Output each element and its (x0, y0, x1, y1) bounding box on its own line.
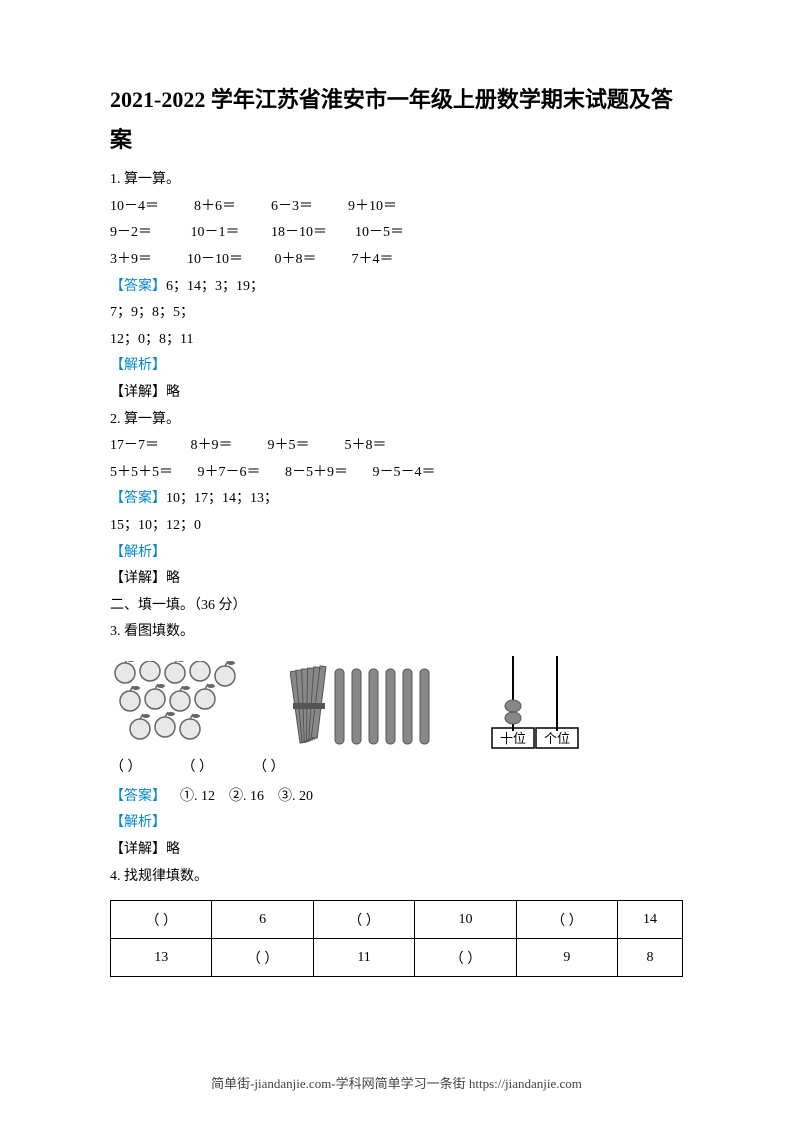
q1-header: 1. 算一算。 (110, 167, 683, 194)
table-cell: （ ） (415, 939, 516, 977)
q1-answer1: 6；14；3；19； (166, 279, 264, 294)
q2-answer-line1: 【答案】10；17；14；13； (110, 486, 683, 513)
ones-label: 个位 (544, 731, 570, 746)
blank2: （ ） (182, 756, 214, 776)
q3-analysis: 【解析】 (110, 810, 683, 837)
table-row: （ ）6（ ）10（ ）14 (111, 901, 683, 939)
q2-answer2: 15；10；12；0 (110, 513, 683, 540)
q2-header: 2. 算一算。 (110, 407, 683, 434)
q1-row3: 3＋9＝ 10－10＝ 0＋8＝ 7＋4＝ (110, 247, 683, 274)
section2-header: 二、填一填。（36 分） (110, 593, 683, 620)
apples-image (110, 661, 240, 751)
table-cell: 9 (516, 939, 617, 977)
page-footer: 简单街-jiandanjie.com-学科网简单学习一条街 https://ji… (0, 1073, 793, 1092)
table-cell: （ ） (516, 901, 617, 939)
q3-images: 十位 个位 (110, 656, 683, 751)
q2-row1: 17－7＝ 8＋9＝ 9＋5＝ 5＋8＝ (110, 433, 683, 460)
abacus-image: 十位 个位 (490, 656, 580, 751)
blank3: （ ） (253, 756, 285, 776)
q4-table: （ ）6（ ）10（ ）14 13（ ）11（ ）98 (110, 900, 683, 977)
q2-row2: 5＋5＋5＝ 9＋7－6＝ 8－5＋9＝ 9－5－4＝ (110, 460, 683, 487)
table-cell: 8 (618, 939, 683, 977)
blank1: （ ） (110, 756, 142, 776)
answer-label: 【答案】 (110, 279, 166, 294)
q1-row2: 9－2＝ 10－1＝ 18－10＝ 10－5＝ (110, 220, 683, 247)
table-cell: 14 (618, 901, 683, 939)
table-cell: 13 (111, 939, 212, 977)
page-title: 2021-2022 学年江苏省淮安市一年级上册数学期末试题及答案 (110, 80, 683, 159)
q3-answer-text: ①. 12 ②. 16 ③. 20 (166, 789, 313, 804)
answer-label: 【答案】 (110, 789, 166, 804)
q2-analysis: 【解析】 (110, 540, 683, 567)
table-cell: 6 (212, 901, 313, 939)
q1-detail: 【详解】略 (110, 380, 683, 407)
q3-answer: 【答案】 ①. 12 ②. 16 ③. 20 (110, 784, 683, 811)
table-cell: 11 (313, 939, 414, 977)
answer-label: 【答案】 (110, 491, 166, 506)
q1-answer3: 12；0；8；11 (110, 327, 683, 354)
q3-blanks: （ ） （ ） （ ） (110, 756, 683, 776)
q1-analysis: 【解析】 (110, 353, 683, 380)
q2-detail: 【详解】略 (110, 566, 683, 593)
table-row: 13（ ）11（ ）98 (111, 939, 683, 977)
table-cell: （ ） (313, 901, 414, 939)
table-cell: （ ） (212, 939, 313, 977)
tens-label: 十位 (500, 731, 526, 746)
sticks-image (290, 661, 440, 751)
q1-answer-line1: 【答案】6；14；3；19； (110, 274, 683, 301)
q1-row1: 10－4＝ 8＋6＝ 6－3＝ 9＋10＝ (110, 194, 683, 221)
q2-answer1: 10；17；14；13； (166, 491, 278, 506)
q4-header: 4. 找规律填数。 (110, 864, 683, 891)
q3-header: 3. 看图填数。 (110, 619, 683, 646)
q3-detail: 【详解】略 (110, 837, 683, 864)
q1-answer2: 7；9；8；5； (110, 300, 683, 327)
table-cell: 10 (415, 901, 516, 939)
table-cell: （ ） (111, 901, 212, 939)
